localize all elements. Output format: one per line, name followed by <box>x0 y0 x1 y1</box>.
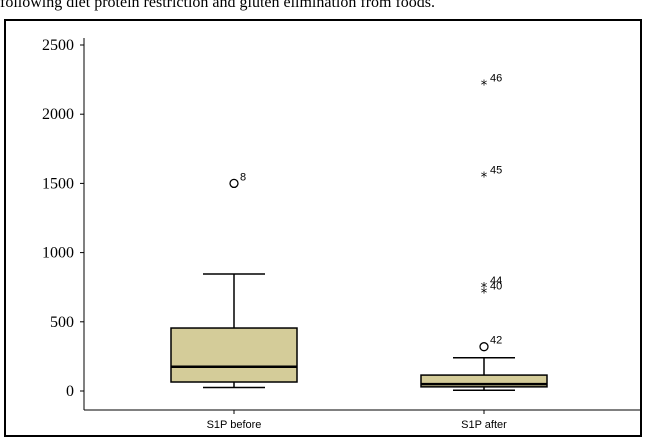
figure-caption: following diet protein restriction and g… <box>0 0 436 11</box>
x-axis: S1P before S1P after <box>84 409 640 431</box>
outlier-star: * <box>481 78 488 93</box>
y-tick-label: 2500 <box>42 37 74 54</box>
y-tick-label: 0 <box>66 383 74 400</box>
chart-frame <box>4 19 642 437</box>
outlier-circle <box>229 178 239 189</box>
y-axis: 0 500 1000 1500 2000 2500 <box>42 37 85 410</box>
box-group: 42* 40* 44* 45* 46 <box>420 72 548 392</box>
y-tick-label: 500 <box>50 314 74 331</box>
outlier-label: 40 <box>490 281 502 293</box>
x-tick-label: S1P after <box>461 419 507 431</box>
y-tick-label: 1000 <box>42 245 74 262</box>
outlier-star: * <box>481 287 488 302</box>
x-tick-label: S1P before <box>207 419 262 431</box>
outlier-label: 8 <box>240 171 246 183</box>
boxes-layer: 842* 40* 44* 45* 46 <box>170 72 548 392</box>
box-iqr <box>170 327 298 383</box>
y-tick-label: 2000 <box>42 106 74 123</box>
outlier-star: * <box>481 281 488 296</box>
outlier-label: 42 <box>490 335 502 347</box>
outlier-circle <box>479 342 489 352</box>
outlier-label: 46 <box>490 72 502 84</box>
outlier-label: 44 <box>490 275 502 287</box>
box-iqr <box>420 374 548 388</box>
outlier-star: * <box>481 170 488 185</box>
y-tick-label: 1500 <box>42 175 74 192</box>
box-group: 8 <box>170 171 298 389</box>
outlier-label: 45 <box>490 164 502 176</box>
